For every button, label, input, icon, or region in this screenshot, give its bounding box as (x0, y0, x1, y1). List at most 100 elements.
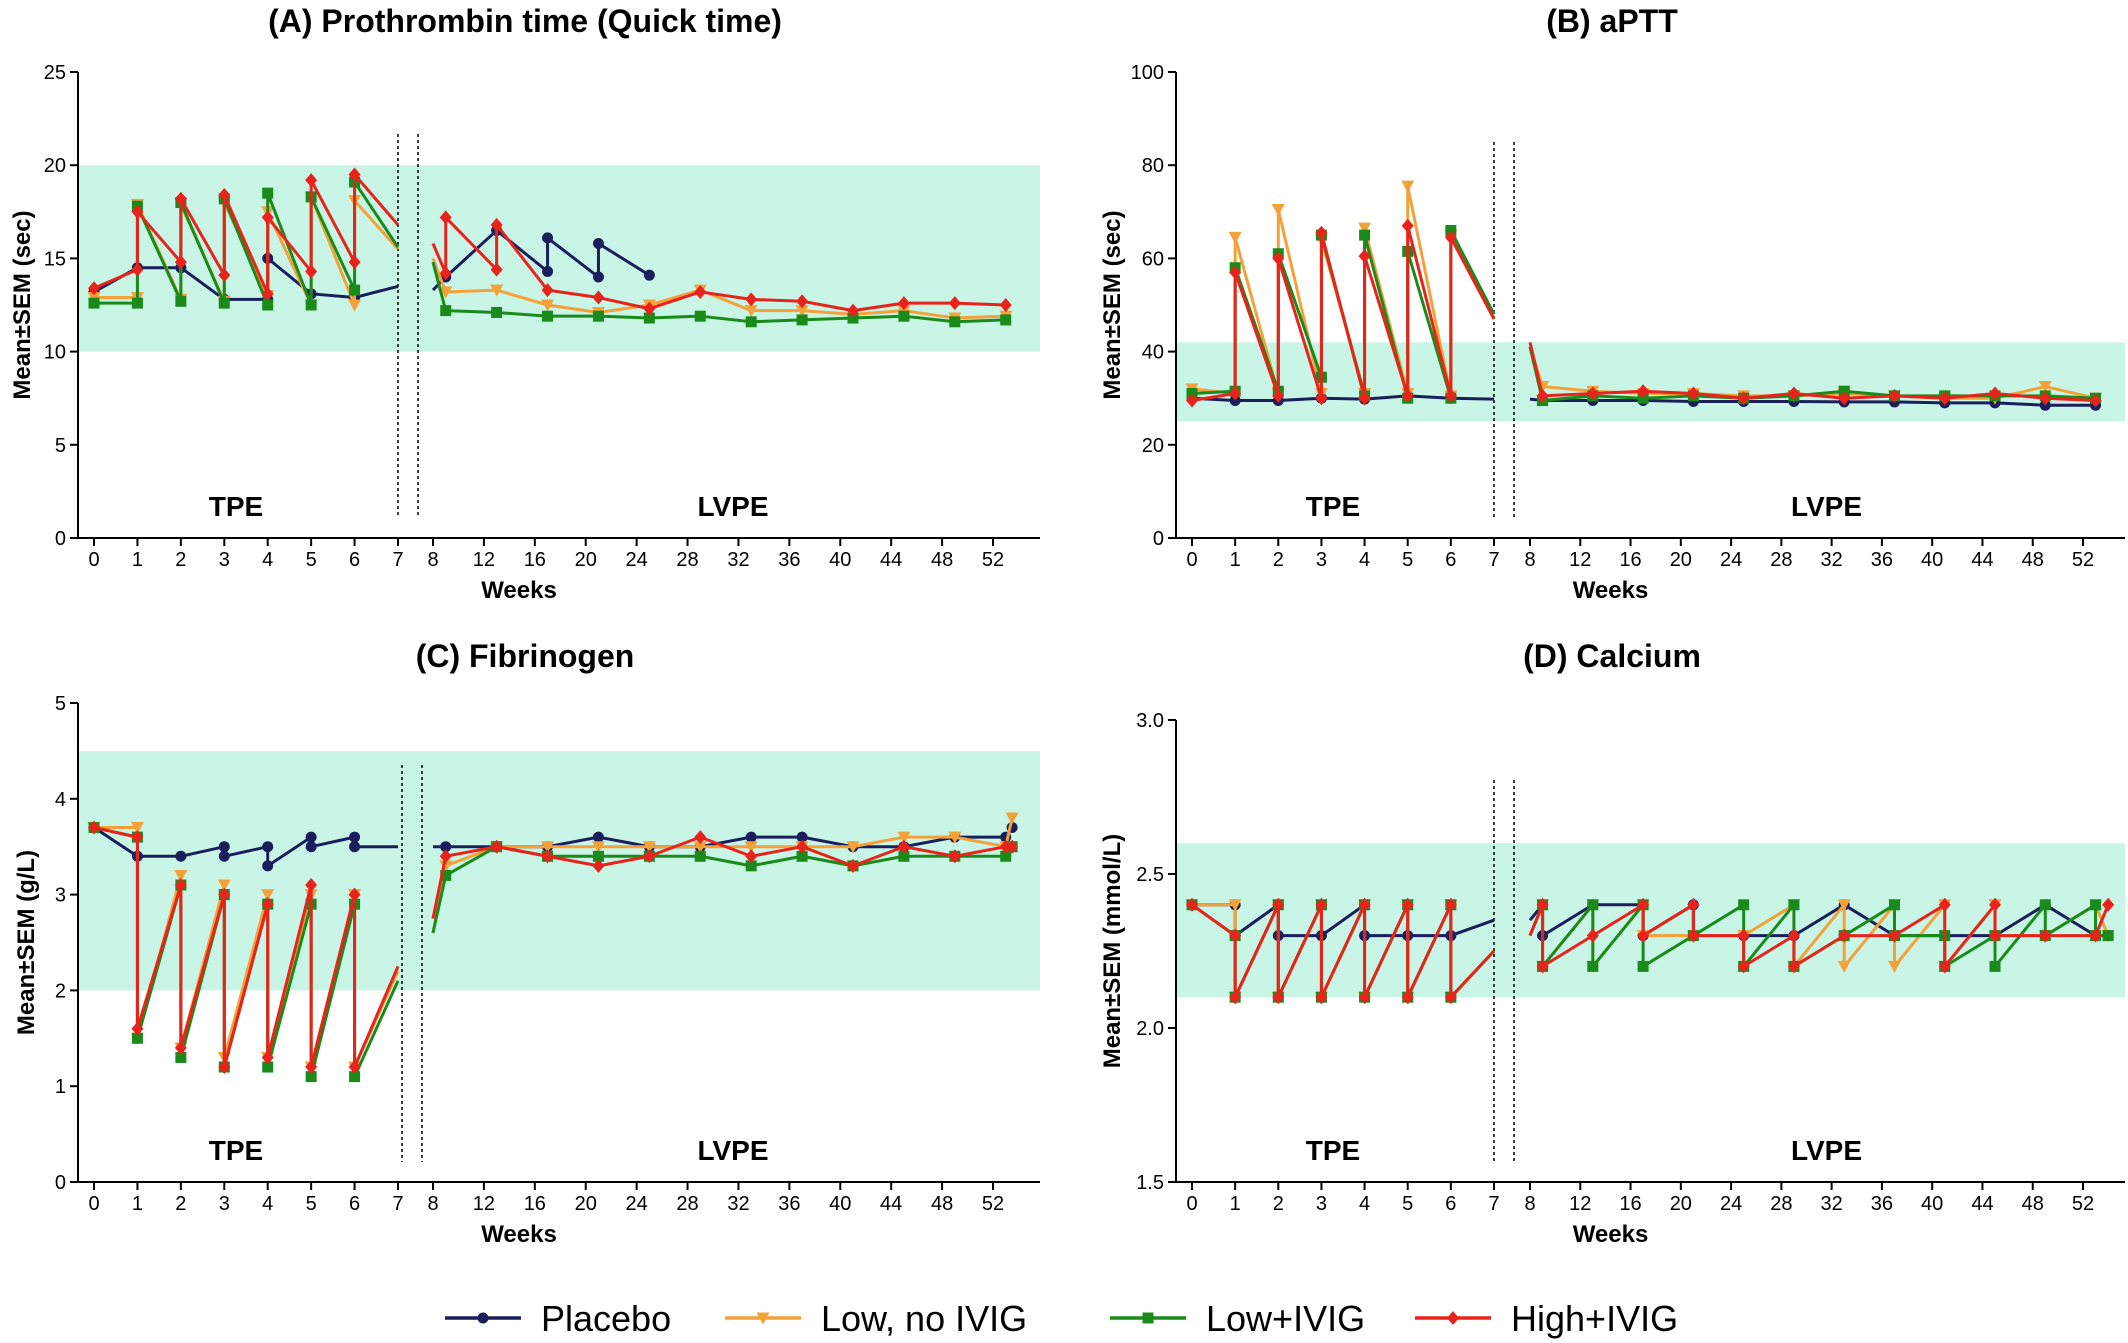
y-tick-label: 2.5 (1136, 864, 1164, 886)
data-point-low-no-ivig (541, 841, 555, 854)
x-tick-label: 12 (473, 1193, 495, 1215)
legend-item-low-ivig: Low+IVIG (1110, 1298, 1365, 1339)
data-point-high-ivig (174, 191, 187, 206)
x-tick-label: 7 (392, 1193, 403, 1215)
data-point-high-ivig (1315, 990, 1328, 1005)
data-point-low-ivig (262, 299, 274, 311)
data-point-high-ivig (261, 210, 274, 225)
panel-title: (A) Prothrombin time (Quick time) (268, 3, 782, 39)
x-tick-label: 40 (1921, 1193, 1943, 1215)
x-tick-label: 8 (427, 549, 438, 571)
data-point-low-no-ivig (1401, 180, 1415, 193)
x-tick-label: 0 (1186, 549, 1197, 571)
data-point-high-ivig (348, 167, 361, 182)
data-point-low-ivig (262, 187, 274, 199)
x-tick-label: 7 (1488, 1193, 1499, 1215)
x-tick-label: 36 (778, 1193, 800, 1215)
data-point-high-ivig (1358, 990, 1371, 1005)
data-point-low-ivig (88, 297, 100, 309)
x-axis-label: Weeks (1573, 577, 1649, 604)
x-tick-label: 0 (88, 549, 99, 571)
data-point-placebo (592, 831, 604, 843)
x-tick-label: 2 (1273, 549, 1284, 571)
normal-range-band (1176, 342, 2125, 422)
data-point-high-ivig (2089, 928, 2102, 943)
series-high-ivig (88, 820, 1019, 1075)
data-point-high-ivig (348, 255, 361, 270)
data-point-low-ivig (131, 297, 143, 309)
x-tick-label: 12 (473, 549, 495, 571)
data-point-high-ivig (1272, 897, 1285, 912)
data-point-high-ivig (1637, 384, 1650, 399)
data-point-high-ivig (174, 1040, 187, 1055)
phase-label-lvpe: LVPE (697, 491, 768, 522)
x-tick-label: 6 (1445, 1193, 1456, 1215)
data-point-low-ivig (1888, 899, 1900, 911)
data-point-low-ivig (2102, 930, 2114, 942)
data-point-high-ivig (897, 296, 910, 311)
x-axis-label: Weeks (1573, 1221, 1649, 1248)
x-tick-label: 4 (1359, 1193, 1370, 1215)
x-tick-label: 32 (1821, 1193, 1843, 1215)
data-point-high-ivig (1687, 897, 1700, 912)
x-tick-label: 4 (262, 1193, 273, 1215)
data-point-high-ivig (2102, 897, 2115, 912)
y-tick-label: 5 (55, 435, 66, 457)
legend-item-low-no-ivig: Low, no IVIG (725, 1298, 1027, 1339)
data-point-low-ivig (694, 850, 706, 862)
y-tick-label: 1.5 (1136, 1172, 1164, 1194)
x-tick-label: 44 (1971, 549, 1993, 571)
data-point-high-ivig (1989, 928, 2002, 943)
x-tick-label: 32 (1821, 549, 1843, 571)
data-point-high-ivig (745, 292, 758, 307)
y-tick-label: 20 (44, 155, 66, 177)
y-tick-label: 0 (55, 528, 66, 550)
data-point-legend-low-ivig (1142, 1312, 1154, 1324)
data-point-high-ivig (1938, 897, 1951, 912)
x-tick-label: 24 (1720, 549, 1742, 571)
panel-title: (C) Fibrinogen (416, 638, 635, 674)
data-point-placebo (592, 237, 604, 249)
data-point-low-ivig (262, 1061, 274, 1073)
series-line-high-ivig-tpe (1191, 224, 1496, 403)
y-axis-label: Mean±SEM (g/L) (13, 850, 40, 1035)
data-point-high-ivig (897, 839, 910, 854)
data-point-low-no-ivig (948, 831, 962, 844)
data-point-low-no-ivig (174, 869, 188, 882)
panel-d: 1.52.02.53.00 1 2 3 4 5 6 7 8 12 16 20 24 28 32 36 40 44 4… (1099, 638, 2125, 1248)
x-axis-label: Weeks (481, 577, 557, 604)
y-tick-label: 40 (1142, 342, 1164, 364)
legend-item-high-ivig: High+IVIG (1415, 1298, 1678, 1339)
data-point-low-no-ivig (1887, 960, 1901, 973)
data-point-low-no-ivig (439, 286, 453, 299)
x-tick-label: 1 (1230, 549, 1241, 571)
x-tick-label: 28 (676, 549, 698, 571)
data-point-placebo (643, 269, 655, 281)
data-point-low-ivig (305, 299, 317, 311)
data-point-low-no-ivig (591, 841, 605, 854)
data-point-high-ivig (1315, 897, 1328, 912)
data-point-low-no-ivig (130, 822, 144, 835)
data-point-high-ivig (490, 839, 503, 854)
x-tick-label: 3 (219, 1193, 230, 1215)
x-tick-label: 52 (982, 549, 1004, 571)
y-axis-label: Mean±SEM (sec) (9, 210, 36, 399)
data-point-high-ivig (1586, 386, 1599, 401)
x-tick-label: 3 (219, 549, 230, 571)
data-point-high-ivig (1536, 897, 1549, 912)
data-point-placebo (262, 841, 274, 853)
x-tick-label: 16 (524, 1193, 546, 1215)
data-point-high-ivig (1536, 959, 1549, 974)
data-point-low-ivig (1359, 229, 1371, 241)
data-point-high-ivig (1989, 386, 2002, 401)
data-point-high-ivig (1536, 388, 1549, 403)
series-line-placebo-lvpe (431, 228, 651, 292)
data-point-low-no-ivig (1271, 203, 1285, 216)
x-tick-label: 36 (1871, 1193, 1893, 1215)
data-point-high-ivig (745, 849, 758, 864)
data-point-high-ivig (1444, 230, 1457, 245)
data-point-placebo (542, 232, 554, 244)
x-tick-label: 20 (1670, 549, 1692, 571)
data-point-high-ivig (218, 188, 231, 203)
data-point-high-ivig (1006, 839, 1019, 854)
